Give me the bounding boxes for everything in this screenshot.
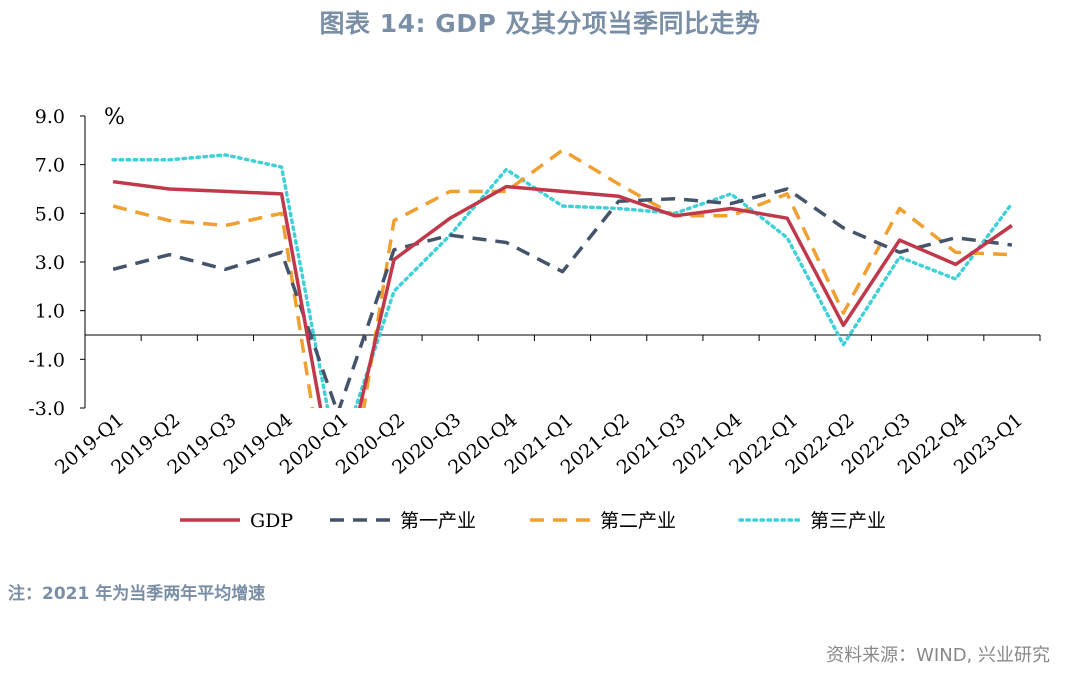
legend: GDP 第一产业 第二产业 第三产业: [180, 510, 886, 532]
line-chart: 9.0 7.0 5.0 3.0 1.0 -1.0 -3.0 2019-Q12019-Q220…: [28, 105, 1041, 532]
legend-label: 第二产业: [600, 510, 676, 532]
series-line-1: [112, 187, 1013, 408]
footnote: 注：2021 年为当季两年平均增速: [8, 584, 266, 604]
y-unit-label: %: [104, 105, 125, 130]
legend-label: 第三产业: [810, 510, 886, 532]
y-tick-label: 1.0: [35, 301, 65, 323]
source-note: 资料来源：WIND, 兴业研究: [826, 645, 1050, 666]
y-tick-label: -1.0: [28, 349, 65, 371]
x-axis: 2019-Q12019-Q22019-Q32019-Q42020-Q12020-…: [51, 334, 1041, 479]
series-line-0: [112, 179, 1013, 408]
series-line-3: [111, 153, 1014, 408]
series-lines: [111, 148, 1014, 408]
y-tick-label: 9.0: [35, 106, 65, 128]
legend-label: GDP: [250, 510, 293, 532]
chart-title: 图表 14: GDP 及其分项当季同比走势: [319, 9, 761, 38]
y-axis: 9.0 7.0 5.0 3.0 1.0 -1.0 -3.0: [28, 106, 86, 420]
legend-label: 第一产业: [400, 510, 476, 532]
y-tick-label: -3.0: [28, 398, 65, 420]
chart-area: 9.0 7.0 5.0 3.0 1.0 -1.0 -3.0 2019-Q1 2019-Q2 20…: [0, 90, 1080, 570]
y-tick-label: 3.0: [35, 252, 65, 274]
series-line-2: [112, 148, 1012, 408]
y-tick-label: 7.0: [35, 155, 65, 177]
y-tick-label: 5.0: [35, 203, 65, 225]
